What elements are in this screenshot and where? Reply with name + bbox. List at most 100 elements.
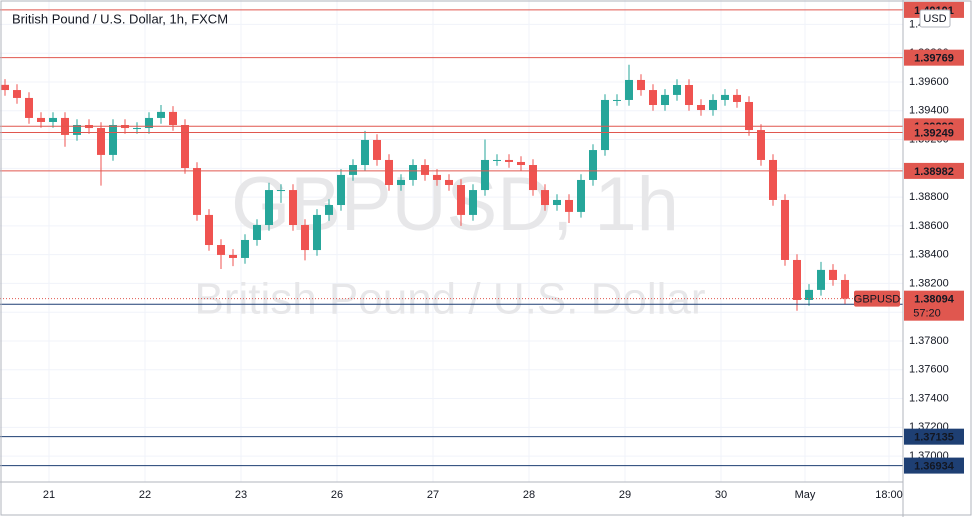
level-label: 1.36934 bbox=[914, 461, 955, 473]
candle-body bbox=[613, 99, 621, 101]
candle-body bbox=[181, 125, 189, 169]
candle-body bbox=[673, 85, 681, 95]
candle-body bbox=[277, 190, 285, 192]
grid bbox=[0, 0, 903, 482]
candle-body bbox=[37, 117, 45, 122]
candle-body bbox=[169, 111, 177, 126]
level-label-box bbox=[904, 162, 964, 179]
candle-body bbox=[373, 139, 381, 160]
candle-body bbox=[493, 159, 501, 161]
current-price-label: 1.38094 bbox=[914, 294, 955, 306]
level-label-box bbox=[904, 428, 964, 445]
candle-body bbox=[193, 168, 201, 215]
candle-body bbox=[649, 90, 657, 106]
candle-body bbox=[205, 214, 213, 246]
candle-body bbox=[517, 161, 525, 166]
symbol-label: GBPUSD bbox=[854, 294, 901, 306]
candle-body bbox=[73, 125, 81, 135]
candles bbox=[1, 64, 849, 311]
candle-body bbox=[565, 199, 573, 212]
candle-body bbox=[637, 79, 645, 91]
level-label-box bbox=[904, 124, 964, 141]
candle-body bbox=[217, 245, 225, 255]
candle-body bbox=[1, 84, 9, 91]
candle-body bbox=[313, 214, 321, 251]
candle-body bbox=[397, 179, 405, 186]
x-tick-label: 29 bbox=[619, 489, 631, 501]
candle-body bbox=[769, 159, 777, 200]
candle-body bbox=[157, 111, 165, 118]
level-label: 1.38982 bbox=[914, 166, 954, 178]
x-tick-label: 30 bbox=[715, 489, 727, 501]
candle-body bbox=[589, 150, 597, 180]
candle-body bbox=[781, 199, 789, 260]
candle-body bbox=[349, 165, 357, 175]
candle-body bbox=[301, 225, 309, 251]
level-label: 1.39249 bbox=[914, 127, 954, 139]
watermark: GBPUSD, 1h bbox=[231, 162, 679, 247]
candle-body bbox=[553, 199, 561, 206]
candle-body bbox=[241, 239, 249, 258]
price-axis: 1.370001.372001.374001.376001.378001.380… bbox=[904, 1, 964, 474]
x-tick-label: 23 bbox=[235, 489, 247, 501]
candle-body bbox=[409, 165, 417, 180]
candle-body bbox=[529, 165, 537, 191]
currency-label: USD bbox=[923, 13, 946, 25]
symbol-label-box bbox=[854, 290, 900, 307]
x-tick-label: 21 bbox=[43, 489, 55, 501]
candle-body bbox=[133, 128, 141, 130]
candle-body bbox=[421, 165, 429, 175]
chart-title: British Pound / U.S. Dollar, 1h, FXCM bbox=[12, 11, 228, 26]
y-tick-label: 1.39600 bbox=[909, 76, 949, 88]
candle-body bbox=[697, 105, 705, 111]
candle-body bbox=[445, 179, 453, 186]
currency-box bbox=[919, 9, 951, 28]
y-tick-label: 1.37600 bbox=[909, 364, 949, 376]
level-label: 1.39769 bbox=[914, 53, 954, 65]
x-tick-label: 27 bbox=[427, 489, 439, 501]
overlay: GBPUSD bbox=[0, 9, 903, 467]
candle-body bbox=[145, 117, 153, 129]
level-label-box bbox=[904, 49, 964, 66]
candle-body bbox=[253, 225, 261, 240]
candle-body bbox=[109, 125, 117, 155]
candle-body bbox=[337, 174, 345, 206]
candle-body bbox=[325, 205, 333, 215]
x-tick-label: 26 bbox=[331, 489, 343, 501]
candle-body bbox=[469, 190, 477, 215]
candle-body bbox=[541, 190, 549, 206]
candle-body bbox=[841, 279, 849, 299]
candle-body bbox=[685, 85, 693, 106]
candle-body bbox=[745, 101, 753, 131]
candle-body bbox=[625, 79, 633, 100]
countdown-label: 57:20 bbox=[913, 308, 941, 320]
candle-body bbox=[601, 99, 609, 151]
candle-body bbox=[229, 254, 237, 258]
candle-body bbox=[25, 97, 33, 118]
x-tick-label: May bbox=[795, 489, 816, 501]
candle-body bbox=[721, 94, 729, 100]
candle-body bbox=[829, 269, 837, 280]
y-tick-label: 1.38200 bbox=[909, 277, 949, 289]
candle-body bbox=[361, 139, 369, 166]
candle-body bbox=[817, 269, 825, 290]
y-tick-label: 1.38600 bbox=[909, 220, 949, 232]
candle-body bbox=[805, 289, 813, 300]
candle-body bbox=[733, 94, 741, 102]
candle-body bbox=[13, 90, 21, 98]
current-price-box bbox=[904, 290, 964, 321]
candle-body bbox=[577, 179, 585, 212]
level-label: 1.37135 bbox=[914, 432, 954, 444]
y-tick-label: 1.37800 bbox=[909, 335, 949, 347]
y-tick-label: 1.38400 bbox=[909, 249, 949, 261]
candle-body bbox=[265, 190, 273, 226]
candle-body bbox=[505, 159, 513, 162]
candle-body bbox=[757, 130, 765, 160]
candle-body bbox=[457, 185, 465, 215]
candle-body bbox=[289, 190, 297, 226]
y-tick-label: 1.37400 bbox=[909, 392, 949, 404]
x-tick-label: 22 bbox=[139, 489, 151, 501]
